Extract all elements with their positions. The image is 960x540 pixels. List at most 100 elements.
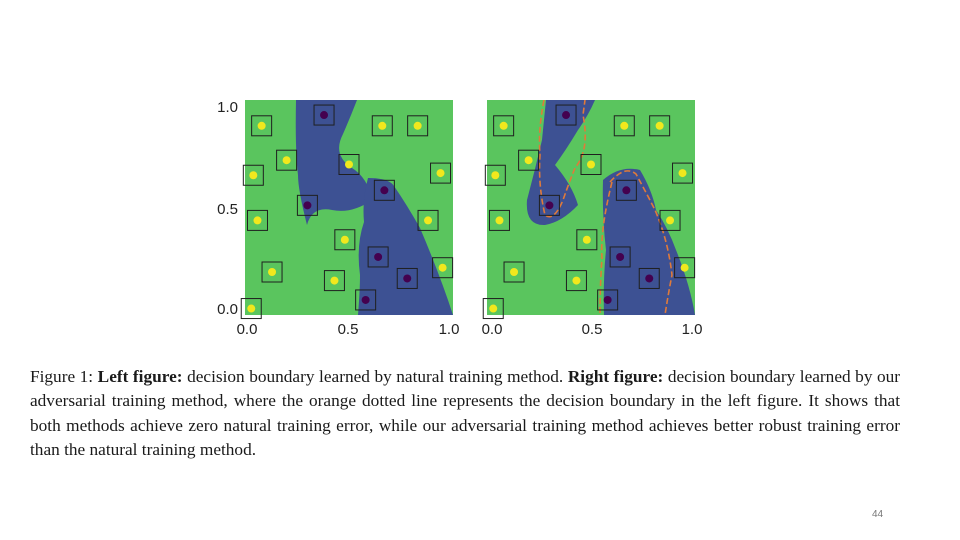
perturbation-box xyxy=(261,261,283,283)
perturbation-box xyxy=(493,115,515,137)
perturbation-box xyxy=(373,179,395,201)
data-point-class-a xyxy=(510,268,519,276)
perturbation-box xyxy=(555,104,577,126)
x-tick-label: 0.0 xyxy=(482,321,503,338)
data-point-class-a xyxy=(680,263,689,272)
data-point-class-b xyxy=(603,295,612,304)
perturbation-box xyxy=(313,104,335,126)
data-point-class-a xyxy=(249,171,258,180)
y-tick-label: 0.0 xyxy=(217,301,238,318)
perturbation-box xyxy=(251,115,273,137)
perturbation-box xyxy=(538,194,560,216)
perturbation-box xyxy=(615,179,637,201)
perturbation-box xyxy=(613,115,635,137)
perturbation-box xyxy=(355,289,377,311)
perturbation-box xyxy=(649,115,671,137)
data-point-class-a xyxy=(282,156,291,165)
data-point-class-a xyxy=(655,121,664,130)
perturbation-box xyxy=(503,261,525,283)
perturbation-box xyxy=(334,229,356,251)
right-reference-boundary-right xyxy=(609,170,673,315)
perturbation-box xyxy=(576,229,598,251)
data-point-class-a xyxy=(499,121,508,130)
data-point-class-a xyxy=(572,276,581,285)
perturbation-box xyxy=(609,246,631,268)
left-decision-region-upper xyxy=(295,100,372,225)
data-point-class-a xyxy=(424,216,433,225)
caption-right-heading: Right figure: xyxy=(567,367,664,386)
data-point-class-a xyxy=(438,263,447,272)
perturbation-box xyxy=(407,115,429,137)
right-reference-boundary-left xyxy=(538,100,586,218)
data-point-class-b xyxy=(562,111,571,120)
data-point-class-a xyxy=(495,216,504,225)
perturbation-box xyxy=(240,298,262,320)
y-tick-label: 1.0 xyxy=(217,99,238,116)
x-tick-label: 0.5 xyxy=(582,321,603,338)
figure-caption: Figure 1: Left figure: decision boundary… xyxy=(30,365,900,463)
x-tick-label: 1.0 xyxy=(439,321,460,338)
perturbation-box xyxy=(371,115,393,137)
left-panel xyxy=(240,100,454,320)
data-point-class-b xyxy=(545,201,554,210)
data-point-class-a xyxy=(413,121,422,130)
data-point-class-a xyxy=(666,216,675,225)
perturbation-box xyxy=(638,267,660,289)
right-decision-region-lower xyxy=(602,168,695,315)
perturbation-box xyxy=(296,194,318,216)
caption-left-text: decision boundary learned by natural tra… xyxy=(187,367,564,386)
caption-left-heading: Left figure: xyxy=(97,367,183,386)
data-point-class-a xyxy=(330,276,339,285)
perturbation-box xyxy=(672,162,694,184)
data-point-class-b xyxy=(374,252,383,261)
perturbation-box xyxy=(246,209,268,231)
y-tick-label: 0.5 xyxy=(217,201,238,218)
data-point-class-a xyxy=(582,235,591,244)
perturbation-box xyxy=(417,209,439,231)
right-decision-region-upper xyxy=(526,100,595,226)
left-y-axis-ticks: 1.0 0.5 0.0 xyxy=(217,99,238,318)
perturbation-box xyxy=(242,164,264,186)
perturbation-box xyxy=(323,270,345,292)
data-point-class-b xyxy=(622,186,631,195)
perturbation-box xyxy=(367,246,389,268)
data-point-class-a xyxy=(620,121,629,130)
data-point-class-a xyxy=(253,216,262,225)
data-point-class-b xyxy=(380,186,389,195)
perturbation-box xyxy=(580,154,602,175)
data-point-class-a xyxy=(491,171,500,180)
caption-right-text: decision boundary learned by our adversa… xyxy=(30,367,901,460)
perturbation-box xyxy=(338,154,360,175)
perturbation-box xyxy=(565,270,587,292)
perturbation-box xyxy=(488,209,510,231)
perturbation-box xyxy=(396,267,418,289)
data-point-class-b xyxy=(361,295,370,304)
data-point-class-a xyxy=(524,156,533,165)
data-point-class-a xyxy=(587,160,595,169)
data-point-class-a xyxy=(378,121,387,130)
data-point-class-b xyxy=(320,111,329,120)
left-decision-region-lower xyxy=(358,178,453,315)
perturbation-box xyxy=(430,162,452,184)
page-number: 44 xyxy=(872,509,884,520)
caption-label: Figure 1: xyxy=(30,367,94,386)
right-x-axis-ticks: 0.0 0.5 1.0 xyxy=(482,321,703,338)
perturbation-box xyxy=(597,289,619,311)
data-point-class-a xyxy=(340,235,349,244)
data-point-class-b xyxy=(616,252,625,261)
data-point-class-b xyxy=(403,274,412,283)
x-tick-label: 0.0 xyxy=(237,321,258,338)
data-point-class-a xyxy=(247,304,256,313)
x-tick-label: 0.5 xyxy=(338,321,359,338)
perturbation-box xyxy=(674,257,696,279)
perturbation-box xyxy=(484,164,506,186)
perturbation-box xyxy=(276,149,298,171)
left-x-axis-ticks: 0.0 0.5 1.0 xyxy=(237,321,460,338)
data-point-class-b xyxy=(645,274,654,283)
x-tick-label: 1.0 xyxy=(682,321,703,338)
perturbation-box xyxy=(518,149,540,171)
right-panel xyxy=(482,100,696,320)
data-point-class-a xyxy=(257,121,266,130)
perturbation-box xyxy=(432,257,454,279)
data-point-class-a xyxy=(678,169,687,178)
